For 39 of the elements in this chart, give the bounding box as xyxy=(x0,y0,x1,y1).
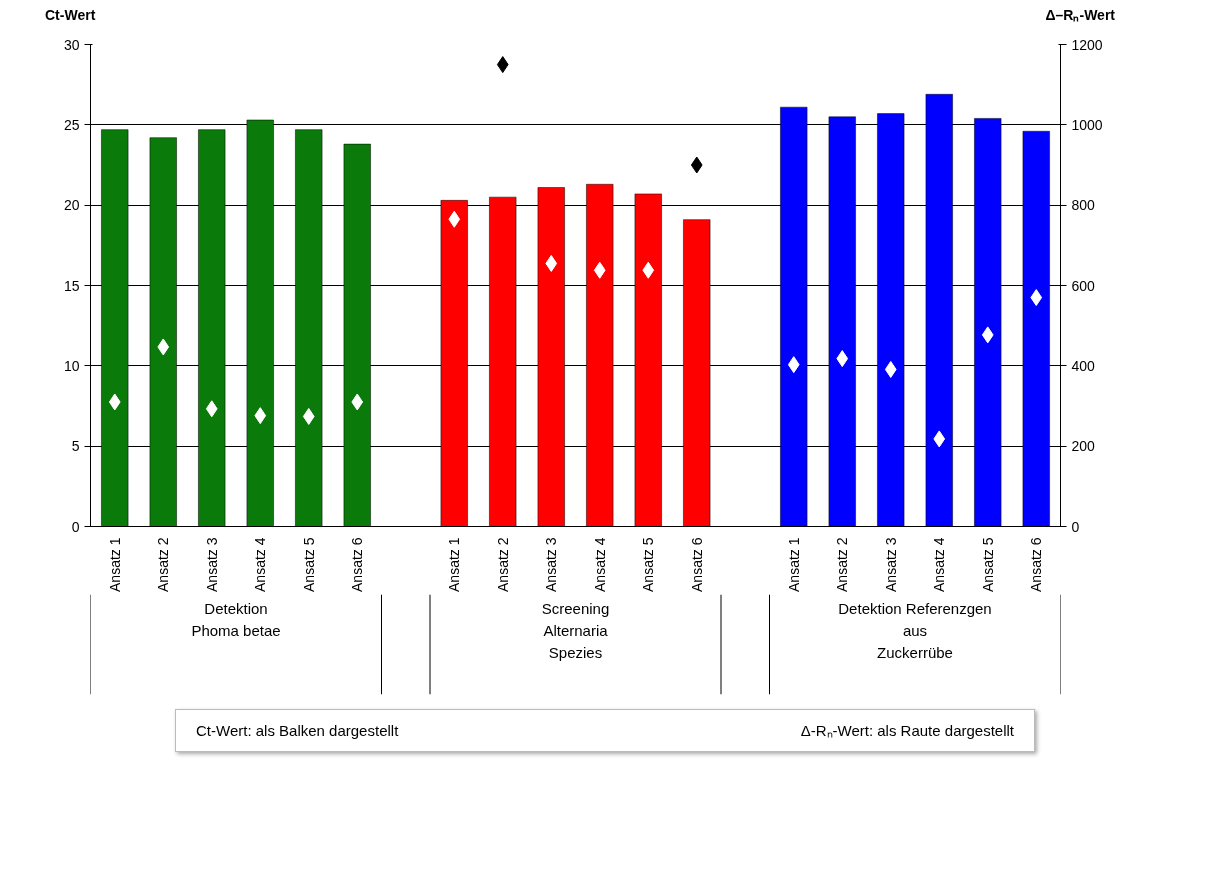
x-tick-label: Ansatz 1 xyxy=(106,537,123,592)
y2-tick-label: 0 xyxy=(1071,518,1080,535)
text: Screening Alternaria Spezies xyxy=(541,599,610,661)
x-tick-label: Ansatz 3 xyxy=(203,537,220,592)
x-tick-label: Ansatz 2 xyxy=(494,537,511,592)
x-tick-label: Ansatz 4 xyxy=(252,537,269,592)
x-tick-label: Ansatz 6 xyxy=(1028,537,1045,592)
text: Detektion Phoma betae xyxy=(191,599,281,639)
x-tick-label: Ansatz 1 xyxy=(446,537,463,592)
y-tick-label: 25 xyxy=(63,116,80,133)
y-axis-title: Ct-Wert xyxy=(45,6,96,25)
y-tick-label: 15 xyxy=(63,277,80,294)
y2-axis-title: Δ–Rₙ-Wert xyxy=(1045,6,1115,25)
y-tick-label: 20 xyxy=(63,197,80,214)
x-tick-label: Ansatz 5 xyxy=(640,537,657,592)
x-tick-label: Ansatz 6 xyxy=(688,537,705,592)
y2-tick-label: 400 xyxy=(1071,357,1096,374)
x-tick-label: Ansatz 5 xyxy=(979,537,996,592)
y-tick-label: 30 xyxy=(63,36,80,53)
x-tick-label: Ansatz 4 xyxy=(931,537,948,592)
x-tick-label: Ansatz 3 xyxy=(882,537,899,592)
y2-tick-label: 200 xyxy=(1071,438,1096,455)
x-tick-label: Ansatz 4 xyxy=(591,537,608,592)
y2-tick-label: 1000 xyxy=(1071,116,1103,133)
text: Ct-Wert: als Balken dargestellt xyxy=(196,721,399,741)
text: Δ-Rₙ-Wert: als Raute dargestellt xyxy=(800,721,1014,741)
x-tick-label: Ansatz 1 xyxy=(785,537,802,592)
x-tick-label: Ansatz 5 xyxy=(300,537,317,592)
x-tick-label: Ansatz 3 xyxy=(543,537,560,592)
y-tick-label: 5 xyxy=(71,438,80,455)
text: Detektion Referenzgen aus Zuckerrübe xyxy=(838,599,992,661)
y2-tick-label: 800 xyxy=(1071,197,1096,214)
x-tick-label: Ansatz 2 xyxy=(155,537,172,592)
y2-tick-label: 1200 xyxy=(1071,36,1103,53)
y2-tick-label: 600 xyxy=(1071,277,1096,294)
y-tick-label: 10 xyxy=(63,357,80,374)
x-tick-label: Ansatz 2 xyxy=(834,537,851,592)
x-tick-label: Ansatz 6 xyxy=(349,537,366,592)
y-tick-label: 0 xyxy=(71,518,80,535)
